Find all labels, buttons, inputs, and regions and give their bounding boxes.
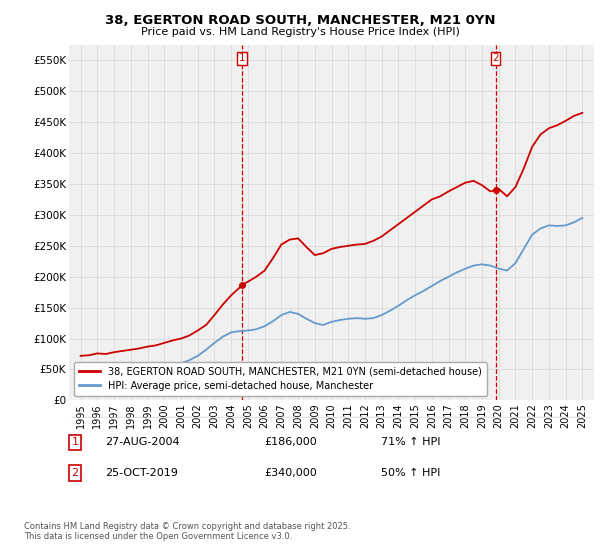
Text: 2: 2 bbox=[492, 53, 499, 63]
Text: Contains HM Land Registry data © Crown copyright and database right 2025.
This d: Contains HM Land Registry data © Crown c… bbox=[24, 522, 350, 542]
Text: 50% ↑ HPI: 50% ↑ HPI bbox=[381, 468, 440, 478]
Text: £340,000: £340,000 bbox=[264, 468, 317, 478]
Text: 25-OCT-2019: 25-OCT-2019 bbox=[105, 468, 178, 478]
Text: 1: 1 bbox=[71, 437, 79, 447]
Text: Price paid vs. HM Land Registry's House Price Index (HPI): Price paid vs. HM Land Registry's House … bbox=[140, 27, 460, 37]
Text: £186,000: £186,000 bbox=[264, 437, 317, 447]
Text: 2: 2 bbox=[71, 468, 79, 478]
Legend: 38, EGERTON ROAD SOUTH, MANCHESTER, M21 0YN (semi-detached house), HPI: Average : 38, EGERTON ROAD SOUTH, MANCHESTER, M21 … bbox=[74, 362, 487, 395]
Text: 71% ↑ HPI: 71% ↑ HPI bbox=[381, 437, 440, 447]
Text: 38, EGERTON ROAD SOUTH, MANCHESTER, M21 0YN: 38, EGERTON ROAD SOUTH, MANCHESTER, M21 … bbox=[105, 14, 495, 27]
Text: 1: 1 bbox=[239, 53, 245, 63]
Text: 27-AUG-2004: 27-AUG-2004 bbox=[105, 437, 179, 447]
